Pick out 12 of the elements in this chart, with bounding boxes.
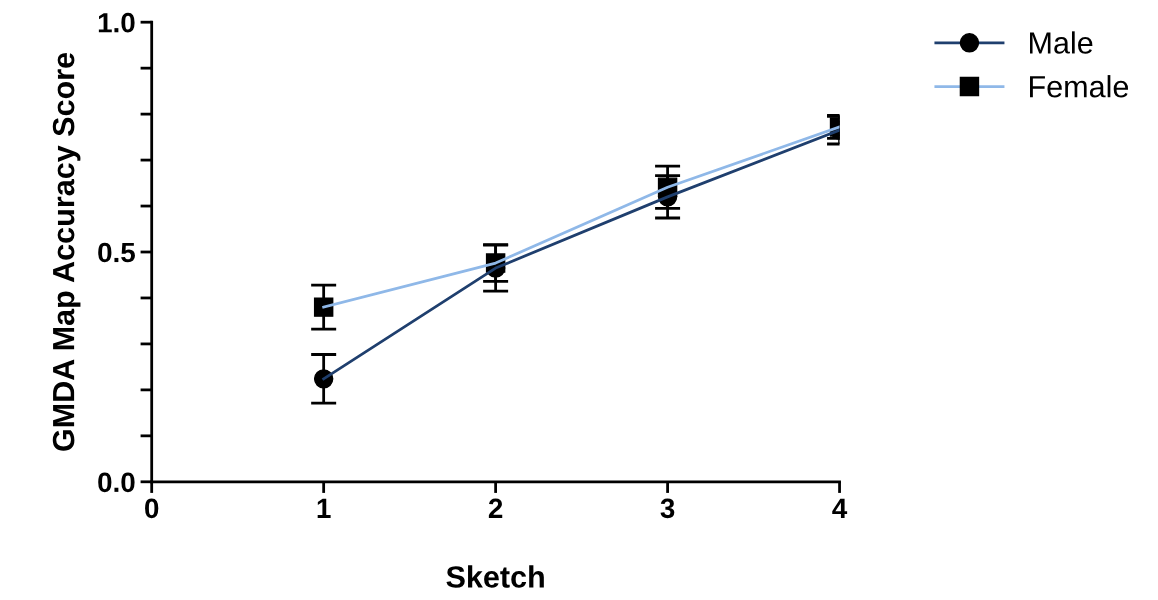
x-tick-label: 3 (660, 498, 675, 519)
x-tick-label: 4 (832, 498, 848, 518)
x-tick-label: 0 (145, 498, 159, 519)
legend-label: Female (1030, 75, 1129, 98)
x-tick-label: 1 (317, 498, 331, 518)
x-tick-label: 2 (488, 498, 503, 518)
y-axis-title: GMDA Map Accuracy Score (52, 52, 81, 451)
legend-label: Male (1030, 31, 1093, 54)
x-axis-title: Sketch (446, 565, 544, 588)
y-tick-label: 0.0 (98, 472, 135, 493)
y-tick-label: 1.0 (98, 12, 135, 33)
y-tick-label: 0.5 (98, 242, 135, 263)
